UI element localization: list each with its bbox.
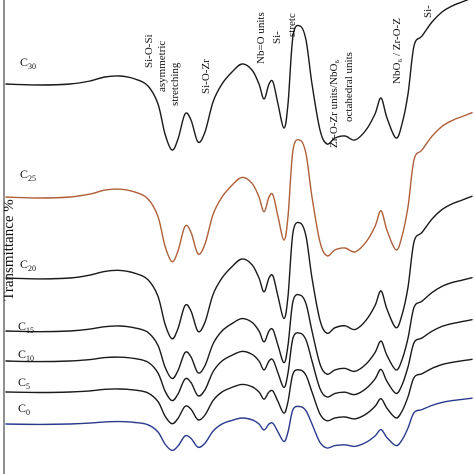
annotation-zr-o-zr: Zr-O-Zr units/NbO₆ octahedral units <box>328 52 355 148</box>
annotation-si-o-zr: Si-O-Zr <box>200 59 212 94</box>
annotation-zr-o-zr-line2: octahedral units <box>343 52 355 122</box>
annotation-si-o-si-line2: asymmetric <box>156 41 168 92</box>
annotation-si-o-si-line1: Si-O-Si <box>143 34 155 68</box>
annotation-si-stretch-line2: stretc <box>286 13 298 37</box>
series-label-c25: C25 <box>20 167 36 183</box>
series-line-c10 <box>5 319 473 402</box>
series-line-c20 <box>5 195 473 340</box>
annotation-si-top-right: Si- <box>422 5 434 18</box>
annotation-nb-o: Nb=O units <box>255 12 267 64</box>
series-line-c30 <box>5 0 469 151</box>
annotation-si-o-si: Si-O-Si asymmetric stretching <box>143 34 181 106</box>
y-axis-label: Transmittance % <box>1 199 17 301</box>
series-labels: C30 C25 C20 C15 C10 C5 C0 <box>18 55 36 417</box>
annotation-zr-o-zr-line1: Zr-O-Zr units/NbO₆ <box>328 60 340 148</box>
series-label-c5: C5 <box>18 375 30 391</box>
annotation-si-o-si-line3: stretching <box>169 62 181 106</box>
series-curves <box>5 0 473 452</box>
series-line-c15 <box>5 277 473 380</box>
series-line-c0 <box>5 397 473 452</box>
series-label-c10: C10 <box>18 347 34 363</box>
series-label-c30: C30 <box>20 55 36 71</box>
series-label-c20: C20 <box>20 257 36 273</box>
annotation-si-stretch: Si- stretc <box>271 13 298 44</box>
annotation-si-stretch-line1: Si- <box>271 31 283 44</box>
annotation-nbo6-zr: NbO₆ / Zr-O-Z <box>391 18 403 84</box>
series-line-c5 <box>5 358 473 425</box>
series-label-c0: C0 <box>18 401 30 417</box>
series-line-c25 <box>5 112 473 263</box>
series-label-c15: C15 <box>18 319 34 335</box>
